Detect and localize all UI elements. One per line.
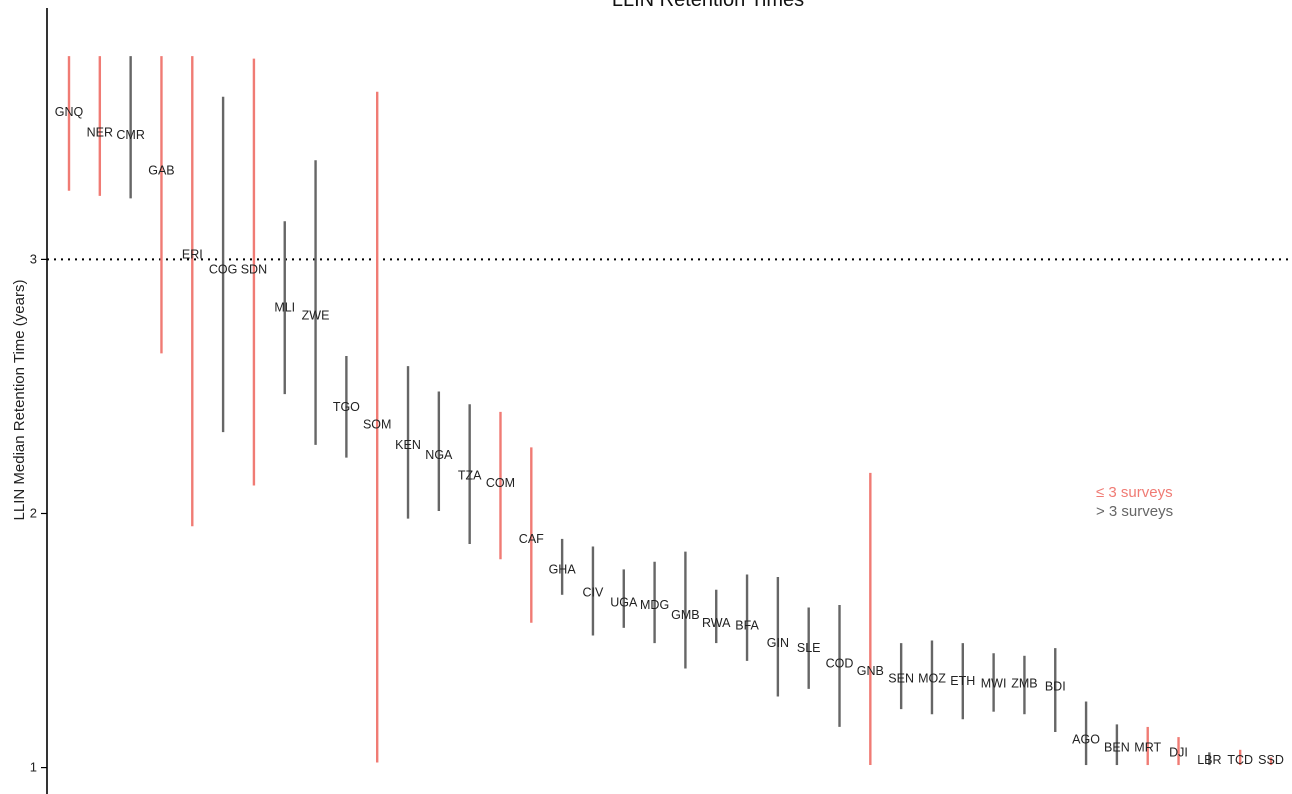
point-label-rwa: RWA [702, 616, 731, 630]
point-label-ken: KEN [395, 438, 421, 452]
y-tick-label: 1 [30, 760, 37, 775]
point-label-zwe: ZWE [302, 308, 330, 322]
point-label-com: COM [486, 476, 515, 490]
point-label-eri: ERI [182, 247, 203, 261]
point-label-mrt: MRT [1134, 740, 1161, 754]
point-label-nga: NGA [425, 448, 453, 462]
point-label-cmr: CMR [116, 128, 144, 142]
legend: ≤ 3 surveys > 3 surveys [1096, 484, 1173, 520]
point-label-uga: UGA [610, 595, 638, 609]
point-label-lbr: LBR [1197, 753, 1221, 767]
point-label-gin: GIN [767, 636, 789, 650]
point-label-bdi: BDI [1045, 679, 1066, 693]
point-label-gab: GAB [148, 163, 174, 177]
point-label-cod: COD [826, 656, 854, 670]
point-label-mdg: MDG [640, 598, 669, 612]
point-label-sdn: SDN [241, 263, 267, 277]
point-label-ben: BEN [1104, 740, 1130, 754]
y-axis-label: LLIN Median Retention Time (years) [11, 280, 28, 521]
point-label-gha: GHA [549, 562, 577, 576]
point-label-zmb: ZMB [1011, 677, 1037, 691]
point-label-cog: COG [209, 263, 237, 277]
point-label-mli: MLI [274, 301, 295, 315]
legend-item-le3: ≤ 3 surveys [1096, 484, 1173, 501]
legend-item-gt3: > 3 surveys [1096, 503, 1173, 520]
point-label-tcd: TCD [1227, 753, 1253, 767]
point-label-sle: SLE [797, 641, 821, 655]
error-bars [67, 56, 1273, 766]
point-label-ner: NER [87, 125, 113, 139]
chart-title: LLIN Retention Times [612, 0, 804, 11]
point-label-eth: ETH [950, 674, 975, 688]
point-label-som: SOM [363, 418, 391, 432]
y-tick-label: 3 [30, 251, 37, 266]
point-label-gnb: GNB [857, 664, 884, 678]
point-label-civ: CIV [583, 585, 605, 599]
point-label-gmb: GMB [671, 608, 699, 622]
point-label-gnq: GNQ [55, 105, 84, 119]
point-label-tza: TZA [458, 468, 482, 482]
point-label-ago: AGO [1072, 733, 1100, 747]
y-tick-label: 2 [30, 505, 37, 520]
point-label-moz: MOZ [918, 672, 946, 686]
y-ticks: 1 2 3 [30, 251, 47, 775]
point-label-dji: DJI [1169, 745, 1188, 759]
point-label-caf: CAF [519, 532, 544, 546]
point-label-tgo: TGO [333, 400, 360, 414]
point-label-bfa: BFA [735, 618, 759, 632]
point-label-ssd: SSD [1258, 753, 1284, 767]
point-label-sen: SEN [888, 672, 914, 686]
point-label-mwi: MWI [981, 677, 1007, 691]
